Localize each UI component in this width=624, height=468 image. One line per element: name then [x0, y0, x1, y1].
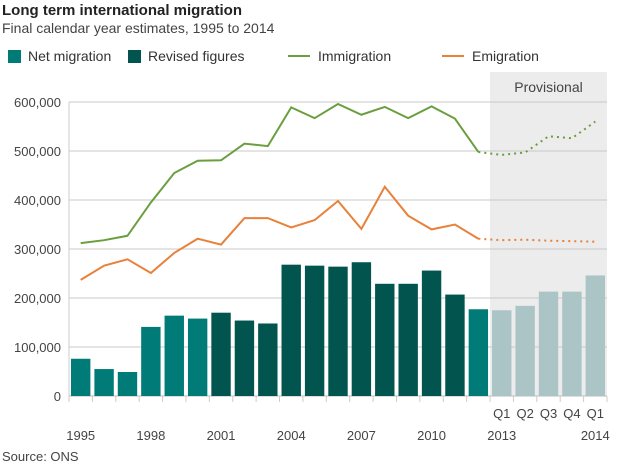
- legend-emigration: Emigration: [442, 48, 539, 64]
- provisional-label: Provisional: [514, 79, 582, 95]
- x-tick-quarter: Q2: [516, 406, 533, 421]
- y-tick-label: 400,000: [14, 193, 61, 208]
- x-tick-year: 1995: [66, 428, 95, 443]
- bar-net-migration-2012: [468, 309, 489, 396]
- legend-line: [288, 55, 310, 57]
- bar-net-migration-2003: [258, 323, 278, 396]
- bar-net-migration-2008: [375, 283, 395, 396]
- bar-net-migration-2006: [328, 266, 348, 396]
- legend-label: Revised figures: [148, 48, 245, 64]
- x-tick-year: 2013: [487, 428, 516, 443]
- bar-net-migration-1998: [141, 326, 161, 396]
- immigration-line: [80, 102, 480, 245]
- bar-net-migration-2010: [421, 270, 442, 396]
- x-tick-year: 2004: [277, 428, 306, 443]
- x-tick-year: 2001: [207, 428, 236, 443]
- bar-net-migration-2013-Q1: [492, 310, 512, 396]
- x-tick-year: 2007: [347, 428, 376, 443]
- x-tick-quarter: Q4: [563, 406, 580, 421]
- y-tick-label: 600,000: [14, 95, 61, 110]
- bar-net-migration-2011: [445, 294, 465, 396]
- legend-line: [442, 55, 464, 57]
- bar-net-migration-1999: [164, 315, 184, 396]
- bar-net-migration-2009: [398, 283, 418, 396]
- immigration-provisional-line: [478, 120, 596, 156]
- x-tick-quarter: Q3: [540, 406, 557, 421]
- bar-net-migration-1995: [71, 358, 91, 396]
- bar-net-migration-2002: [234, 320, 255, 396]
- emigration-provisional-line: [478, 237, 596, 243]
- source-note: Source: ONS: [2, 449, 79, 464]
- legend-net-migration: Net migration: [8, 48, 111, 64]
- x-tick-quarter: Q1: [587, 406, 604, 421]
- y-tick-label: 200,000: [14, 291, 61, 306]
- y-tick-label: 500,000: [14, 144, 61, 159]
- legend-label: Net migration: [28, 48, 112, 64]
- y-tick-label: 300,000: [14, 242, 61, 257]
- legend-revised-figures: Revised figures: [128, 48, 245, 64]
- x-tick-year: 1998: [136, 428, 165, 443]
- x-tick-year: 2014: [581, 428, 610, 443]
- legend-label: Emigration: [472, 48, 539, 64]
- bar-net-migration-2013-Q3: [538, 291, 559, 396]
- legend-label: Immigration: [318, 48, 392, 64]
- legend-swatch: [128, 49, 141, 63]
- bar-net-migration-2014-Q1: [585, 275, 605, 396]
- y-tick-label: 100,000: [14, 340, 61, 355]
- emigration-line: [80, 184, 479, 281]
- bar-net-migration-1996: [94, 369, 114, 396]
- bar-net-migration-2001: [211, 312, 231, 396]
- y-tick-label: 0: [54, 389, 61, 404]
- bar-net-migration-2007: [351, 262, 372, 396]
- bar-net-migration-2000: [187, 318, 208, 396]
- bar-net-migration-1997: [117, 371, 138, 396]
- chart-title: Long term international migration: [2, 2, 243, 19]
- x-tick-year: 2010: [417, 428, 446, 443]
- bar-net-migration-2013-Q4: [562, 291, 582, 396]
- x-tick-quarter: Q1: [493, 406, 510, 421]
- legend-immigration: Immigration: [288, 48, 391, 64]
- legend-swatch: [8, 49, 21, 63]
- bar-net-migration-2005: [304, 265, 325, 396]
- bar-net-migration-2004: [281, 264, 301, 396]
- chart-subtitle: Final calendar year estimates, 1995 to 2…: [2, 20, 275, 36]
- bar-net-migration-2013-Q2: [515, 305, 535, 396]
